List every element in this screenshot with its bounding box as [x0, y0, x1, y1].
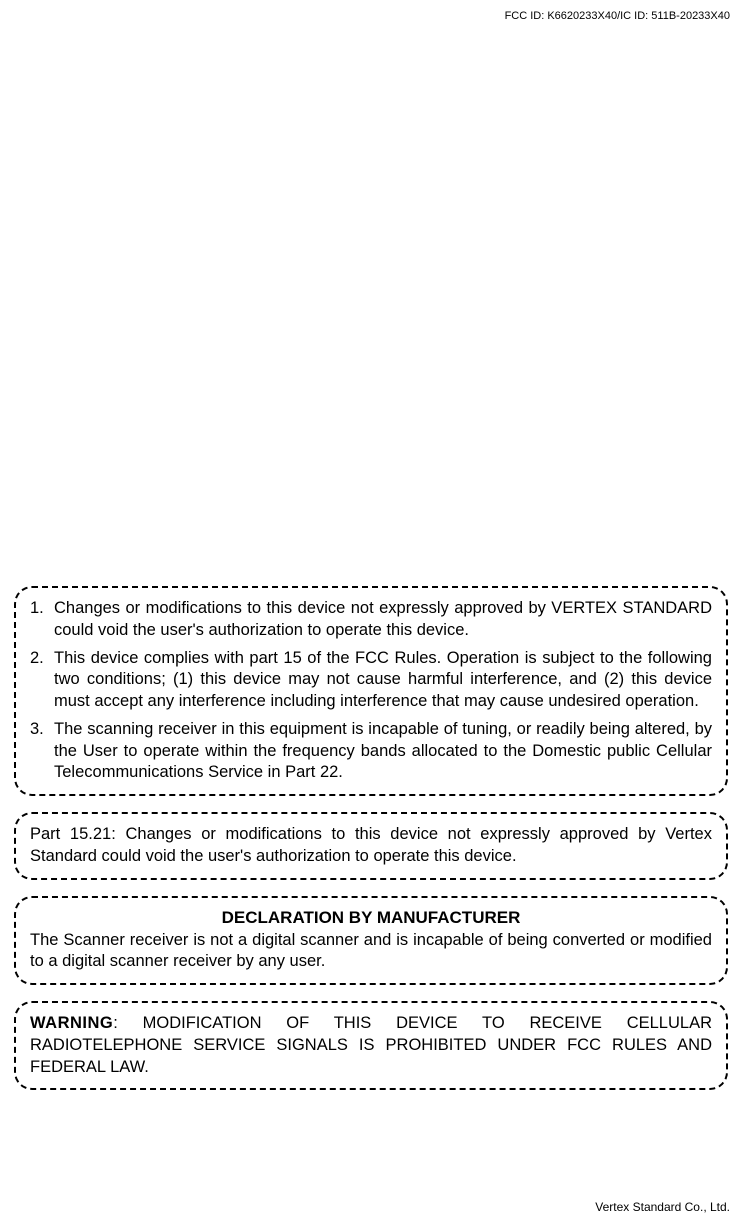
declaration-text: The Scanner receiver is not a digital sc… — [30, 930, 712, 974]
list-item: 2. This device complies with part 15 of … — [30, 648, 712, 713]
numbered-list: 1. Changes or modifications to this devi… — [30, 598, 712, 784]
footer-company: Vertex Standard Co., Ltd. — [595, 1200, 730, 1214]
list-text: The scanning receiver in this equipment … — [54, 719, 712, 784]
warning-text: WARNING: MODIFICATION OF THIS DEVICE TO … — [30, 1013, 712, 1078]
list-item: 1. Changes or modifications to this devi… — [30, 598, 712, 642]
declaration-title: DECLARATION BY MANUFACTURER — [30, 908, 712, 928]
list-number: 1. — [30, 598, 54, 642]
warning-label: WARNING — [30, 1014, 113, 1032]
warning-body: : MODIFICATION OF THIS DEVICE TO RECEIVE… — [30, 1014, 712, 1076]
list-text: This device complies with part 15 of the… — [54, 648, 712, 713]
notice-box-2: Part 15.21: Changes or modifications to … — [14, 812, 728, 880]
list-text: Changes or modifications to this device … — [54, 598, 712, 642]
declaration-box: DECLARATION BY MANUFACTURER The Scanner … — [14, 896, 728, 986]
page: FCC ID: K6620233X40/IC ID: 511B-20233X40… — [0, 0, 742, 1224]
notice-box-1: 1. Changes or modifications to this devi… — [14, 586, 728, 796]
list-number: 3. — [30, 719, 54, 784]
part-1521-text: Part 15.21: Changes or modifications to … — [30, 824, 712, 868]
header-fcc-id: FCC ID: K6620233X40/IC ID: 511B-20233X40 — [505, 10, 730, 22]
content-area: 1. Changes or modifications to this devi… — [14, 586, 728, 1106]
list-number: 2. — [30, 648, 54, 713]
warning-box: WARNING: MODIFICATION OF THIS DEVICE TO … — [14, 1001, 728, 1090]
list-item: 3. The scanning receiver in this equipme… — [30, 719, 712, 784]
